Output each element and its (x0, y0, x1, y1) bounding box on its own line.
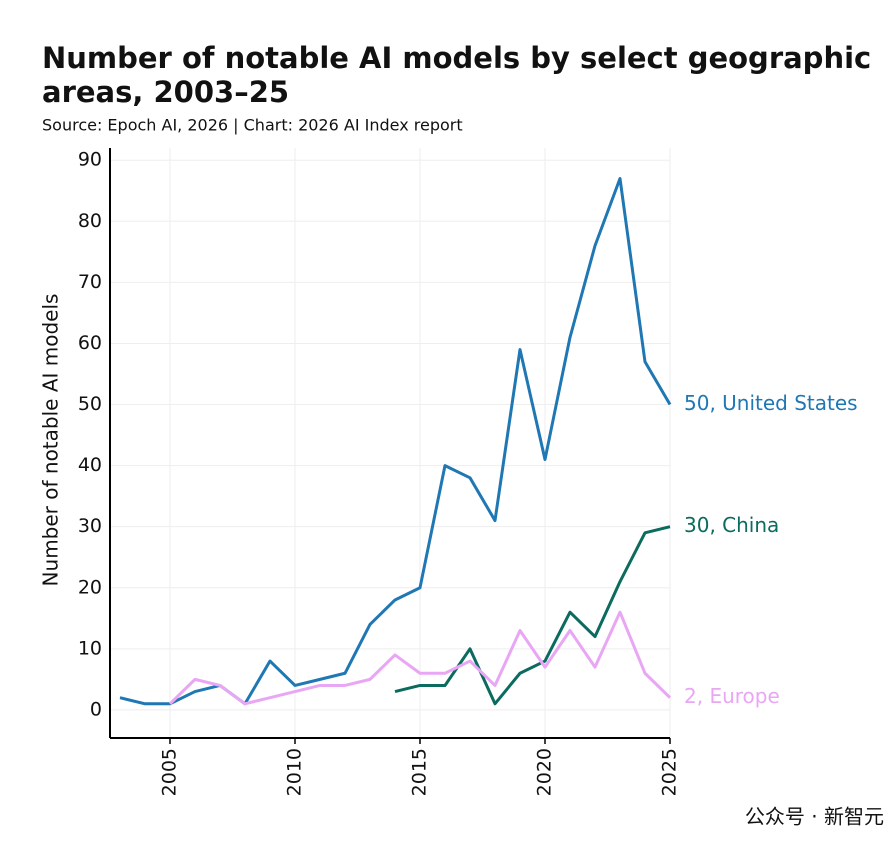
x-tick-label: 2005 (159, 748, 181, 796)
y-tick-label: 60 (78, 332, 102, 354)
chart-subtitle: Source: Epoch AI, 2026 | Chart: 2026 AI … (42, 116, 463, 135)
y-tick-label: 40 (78, 454, 102, 476)
y-tick-label: 70 (78, 271, 102, 293)
y-tick-label: 90 (78, 149, 102, 171)
series-line (119, 177, 672, 706)
series-line (394, 525, 671, 706)
y-tick-label: 0 (90, 698, 102, 720)
y-tick-label: 20 (78, 576, 102, 598)
x-tick-label: 2010 (284, 748, 306, 796)
y-tick-label: 50 (78, 393, 102, 415)
chart-title: Number of notable AI models by select ge… (42, 41, 871, 75)
watermark: 公众号 · 新智元 (745, 805, 884, 829)
series-label: 2, Europe (684, 684, 780, 708)
series-line (168, 610, 672, 706)
chart-title: areas, 2003–25 (42, 75, 289, 109)
y-tick-label: 10 (78, 637, 102, 659)
series-label: 30, China (684, 513, 779, 537)
x-tick-label: 2015 (409, 748, 431, 796)
y-tick-label: 30 (78, 515, 102, 537)
x-tick-label: 2025 (659, 748, 681, 796)
series-label: 50, United States (684, 391, 858, 415)
x-tick-label: 2020 (534, 748, 556, 796)
y-tick-label: 80 (78, 210, 102, 232)
y-axis-label: Number of notable AI models (39, 294, 63, 587)
